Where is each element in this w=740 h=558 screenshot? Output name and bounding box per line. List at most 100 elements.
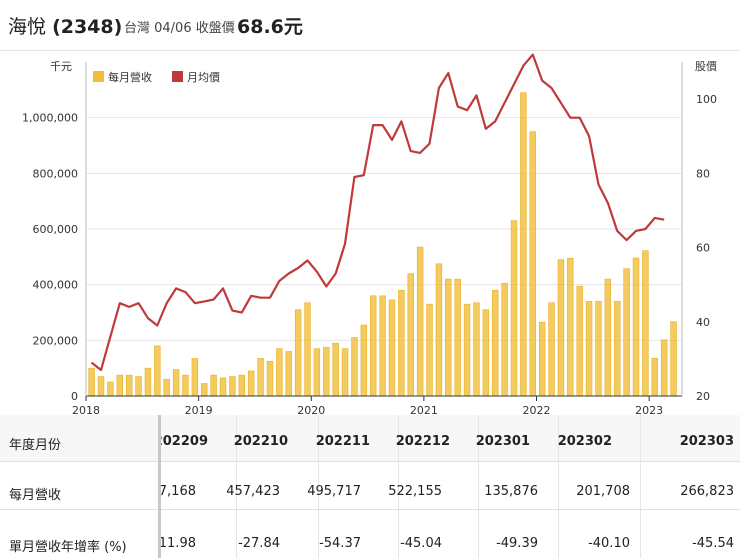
right-tick-label: 100 (696, 93, 717, 106)
yoy-202210: -27.84 (238, 536, 280, 551)
revenue-bar (585, 301, 593, 397)
revenue-bar (97, 376, 105, 397)
revenue-bar (670, 321, 677, 397)
revenue-bar (323, 346, 330, 397)
right-tick-label: 60 (696, 242, 710, 255)
revenue-bar (445, 278, 452, 397)
revenue-bar (426, 303, 433, 397)
header-202209: 202209 (153, 434, 208, 449)
revenue-bar (567, 257, 574, 397)
row-label-yoy: 單月營收年增率 (%) (9, 540, 127, 555)
revenue-table: 年度月份 每月營收 單月營收年增率 (%) 202209 202210 2022… (0, 415, 740, 558)
revenue-bar (501, 282, 508, 397)
revenue-bar (163, 378, 170, 397)
year-label: 2019 (185, 404, 213, 415)
header-202302: 202302 (557, 434, 612, 449)
revenue-bar (229, 376, 236, 397)
revenue-bar (247, 370, 255, 397)
revenue-bar (651, 357, 658, 397)
revenue-bar (135, 376, 142, 397)
left-tick-label: 0 (71, 390, 78, 403)
revenue-bar (332, 342, 339, 397)
revenue-bar (510, 220, 518, 397)
right-axis-unit: 股價 (695, 59, 717, 73)
legend-revenue: 每月營收 (108, 70, 152, 84)
revenue-bar (473, 302, 480, 397)
right-tick-label: 40 (696, 316, 710, 329)
revenue-bar (604, 278, 612, 397)
left-tick-label: 600,000 (33, 223, 79, 236)
header: 海悅 (2348) 台灣 04/06 收盤價 68.6元 (0, 0, 740, 51)
legend-swatch-price (172, 71, 183, 82)
price-line (90, 53, 665, 372)
revenue-bar (88, 367, 95, 397)
header-202301: 202301 (475, 434, 530, 449)
legend-price: 月均價 (187, 70, 220, 84)
yoy-202211: -54.37 (319, 536, 361, 551)
header-202211: 202211 (315, 434, 370, 449)
revenue-bar (369, 295, 377, 397)
header-202210: 202210 (233, 434, 288, 449)
revenue-bar (266, 360, 274, 397)
year-label: 2020 (297, 404, 325, 415)
revenue-bar (191, 358, 199, 397)
revenue-bar (660, 339, 668, 397)
header-202303: 202303 (679, 434, 734, 449)
revenue-bar (182, 374, 189, 397)
revenue-202212: 522,155 (388, 484, 442, 499)
legend-swatch-revenue (93, 71, 104, 82)
revenue-bar (520, 92, 527, 397)
revenue-bar (435, 263, 443, 397)
revenue-bar (623, 268, 630, 397)
right-tick-label: 20 (696, 390, 710, 403)
table-scroll-edge[interactable] (158, 415, 161, 558)
revenue-bar (125, 374, 133, 397)
left-tick-label: 800,000 (33, 167, 79, 180)
revenue-bar (482, 309, 490, 397)
revenue-bar (144, 367, 152, 397)
revenue-bar (116, 374, 123, 397)
revenue-bar (416, 246, 424, 397)
year-label: 2018 (72, 404, 100, 415)
revenue-bar (538, 321, 546, 397)
revenue-bar (388, 299, 396, 397)
revenue-bar (454, 278, 461, 397)
revenue-bar (529, 131, 536, 397)
year-label: 2021 (410, 404, 438, 415)
revenue-bar (398, 289, 405, 397)
revenue-bar (257, 358, 264, 397)
revenue-bar (107, 381, 114, 397)
stock-name: 海悅 (2348) (8, 16, 123, 38)
row-label-revenue: 每月營收 (9, 488, 62, 503)
yoy-202212: -45.04 (400, 536, 442, 551)
revenue-bar (219, 377, 227, 397)
revenue-bar (548, 302, 555, 397)
left-tick-label: 400,000 (33, 279, 79, 292)
revenue-bar (463, 303, 471, 397)
revenue-bar (172, 369, 180, 397)
yoy-202209: -11.98 (154, 536, 196, 551)
revenue-bar (614, 301, 621, 397)
revenue-bar (341, 348, 349, 397)
close-price: 68.6元 (237, 16, 303, 38)
revenue-bar (360, 324, 368, 397)
right-tick-label: 80 (696, 167, 710, 180)
revenue-bar (492, 289, 499, 397)
revenue-202210: 457,423 (226, 484, 280, 499)
left-axis-unit: 千元 (50, 60, 72, 73)
revenue-bar (313, 348, 321, 397)
year-label: 2022 (523, 404, 551, 415)
yoy-202301: -49.39 (496, 536, 538, 551)
revenue-bar (285, 351, 292, 397)
yoy-202302: -40.10 (588, 536, 630, 551)
left-tick-label: 1,000,000 (22, 112, 78, 125)
revenue-202303: 266,823 (680, 484, 734, 499)
revenue-bar (294, 309, 302, 397)
revenue-bar (642, 250, 649, 397)
revenue-bar (595, 301, 602, 397)
header-year-month: 年度月份 (9, 438, 62, 453)
revenue-bar (154, 345, 161, 397)
table-label-column: 年度月份 每月營收 單月營收年增率 (%) (0, 415, 158, 558)
revenue-bar (201, 383, 208, 397)
revenue-bar (351, 337, 358, 397)
